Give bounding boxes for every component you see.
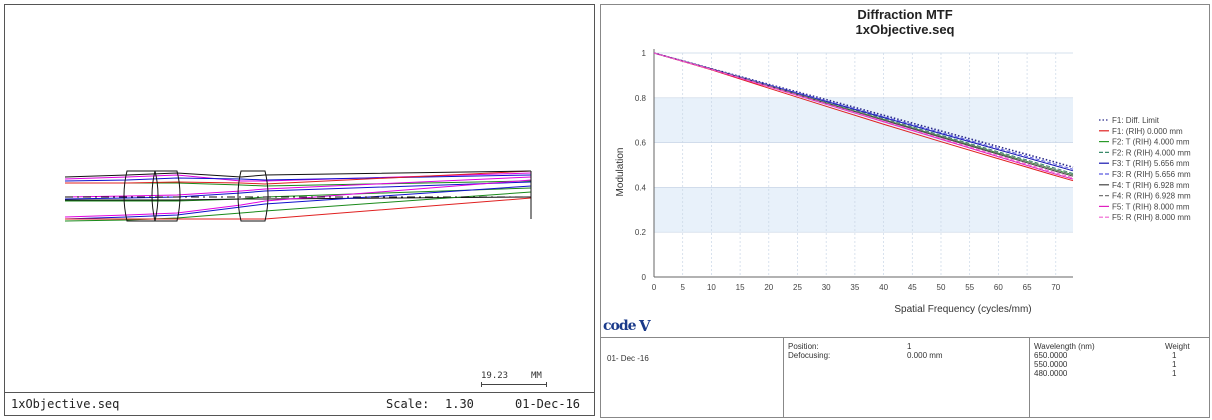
y-tick-label: 0.6 — [635, 139, 647, 148]
table-divider-2 — [1029, 338, 1030, 418]
weight-row-3: 1 — [1172, 369, 1177, 378]
lens-layout-panel: 19.23 MM 1xObjective.seq Scale: 1.30 01-… — [4, 4, 595, 416]
legend: F1: Diff. Limit F1: (RIH) 0.000 mm F2: T (… — [1099, 116, 1191, 222]
plot-background — [654, 53, 1073, 277]
ray-path — [64, 179, 532, 218]
lens-elements — [123, 170, 532, 222]
lens-ray-diagram — [64, 170, 532, 222]
weight-header: Weight — [1165, 342, 1190, 351]
lens-element-2 — [151, 170, 181, 222]
defocusing-value: 0.000 mm — [907, 351, 943, 360]
chart-subtitle: 1xObjective.seq — [855, 22, 955, 37]
svg-text:V: V — [638, 317, 651, 334]
mtf-chart-panel: Diffraction MTF 1xObjective.seq 0 5 10 15 20… — [600, 4, 1210, 418]
x-tick-label: 5 — [680, 283, 685, 292]
legend-label: F2: T (RIH) 4.000 mm — [1112, 138, 1190, 147]
y-tick-label: 1 — [642, 49, 647, 58]
lens-footer: 1xObjective.seq Scale: 1.30 01-Dec-16 — [5, 392, 594, 415]
codev-logo-mark: code V — [603, 317, 652, 334]
scalebar-unit: MM — [531, 371, 542, 381]
position-label: Position: — [788, 342, 819, 351]
info-table: 01- Dec -16 Position: 1 Defocusing: 0.00… — [601, 337, 1209, 418]
x-axis-label: Spatial Frequency (cycles/mm) — [894, 304, 1031, 315]
chart-title: Diffraction MTF — [857, 7, 953, 22]
legend-label: F1: (RIH) 0.000 mm — [1112, 127, 1183, 136]
ray-path — [64, 191, 532, 222]
ray-path — [64, 185, 532, 220]
x-tick-label: 35 — [850, 283, 859, 292]
x-tick-label: 45 — [908, 283, 917, 292]
wavelength-row-2: 550.0000 — [1034, 360, 1068, 369]
mtf-chart: 0 5 10 15 20 25 30 35 40 45 50 55 60 65 70 0 0.2 0.4 0.6 0.… — [615, 49, 1191, 315]
lens-scale-label: Scale: — [386, 397, 430, 411]
lens-date: 01-Dec-16 — [515, 397, 581, 411]
svg-text:code: code — [603, 318, 637, 334]
series-line — [653, 52, 1074, 182]
series-line — [653, 52, 1074, 176]
x-tick-label: 60 — [994, 283, 1003, 292]
lens-filename: 1xObjective.seq — [11, 397, 120, 411]
ray-path — [64, 176, 532, 198]
scalebar-line — [481, 382, 547, 387]
table-divider-1 — [783, 338, 784, 418]
position-value: 1 — [907, 342, 912, 351]
wavelength-row-1: 650.0000 — [1034, 351, 1068, 360]
y-tick-label: 0 — [642, 273, 647, 282]
x-tick-label: 65 — [1023, 283, 1032, 292]
ray-path — [65, 170, 532, 185]
ray-path — [64, 181, 532, 200]
plot-band — [654, 97, 1073, 143]
series-lines — [653, 52, 1074, 182]
lens-scale-value: 1.30 — [445, 397, 474, 411]
defocusing-label: Defocusing: — [788, 351, 831, 360]
lens-element-3 — [237, 170, 269, 222]
x-tick-label: 30 — [822, 283, 831, 292]
weight-row-1: 1 — [1172, 351, 1177, 360]
plot-band — [654, 53, 1073, 98]
plot-band — [654, 232, 1073, 277]
ray-path — [65, 197, 532, 220]
x-tick-label: 15 — [736, 283, 745, 292]
x-tick-label: 10 — [707, 283, 716, 292]
legend-label: F1: Diff. Limit — [1112, 116, 1160, 125]
plot-band — [654, 187, 1073, 233]
x-tick-label: 50 — [937, 283, 946, 292]
x-tick-label: 55 — [965, 283, 974, 292]
scalebar-value: 19.23 — [481, 371, 509, 381]
ray-path — [64, 174, 532, 182]
legend-label: F5: T (RIH) 8.000 mm — [1112, 202, 1190, 211]
x-tick-label: 25 — [793, 283, 802, 292]
weight-row-2: 1 — [1172, 360, 1177, 369]
chart-title-block: Diffraction MTF 1xObjective.seq — [601, 7, 1209, 37]
legend-label: F2: R (RIH) 4.000 mm — [1112, 148, 1191, 157]
legend-label: F4: R (RIH) 6.928 mm — [1112, 192, 1191, 201]
x-tick-label: 70 — [1051, 283, 1060, 292]
ray-path — [64, 170, 532, 178]
wavelength-header: Wavelength (nm) — [1034, 342, 1095, 351]
legend-label: F3: T (RIH) 5.656 mm — [1112, 159, 1190, 168]
axis-ticks: 0 5 10 15 20 25 30 35 40 45 50 55 60 65 70 0 0.2 0.4 0.6 0.… — [635, 49, 1061, 292]
legend-label: F3: R (RIH) 5.656 mm — [1112, 170, 1191, 179]
legend-label: F5: R (RIH) 8.000 mm — [1112, 213, 1191, 222]
series-line — [653, 52, 1074, 179]
ray-group — [64, 170, 532, 222]
ray-path — [65, 196, 532, 201]
x-tick-label: 20 — [764, 283, 773, 292]
y-tick-label: 0.8 — [635, 94, 647, 103]
legend-label: F4: T (RIH) 6.928 mm — [1112, 181, 1190, 190]
x-tick-label: 0 — [652, 283, 657, 292]
table-date: 01- Dec -16 — [607, 354, 649, 363]
y-tick-label: 0.4 — [635, 183, 647, 192]
series-line — [653, 52, 1074, 169]
x-tick-label: 40 — [879, 283, 888, 292]
y-tick-label: 0.2 — [635, 228, 647, 237]
wavelength-row-3: 480.0000 — [1034, 369, 1068, 378]
y-axis-label: Modulation — [615, 148, 626, 197]
